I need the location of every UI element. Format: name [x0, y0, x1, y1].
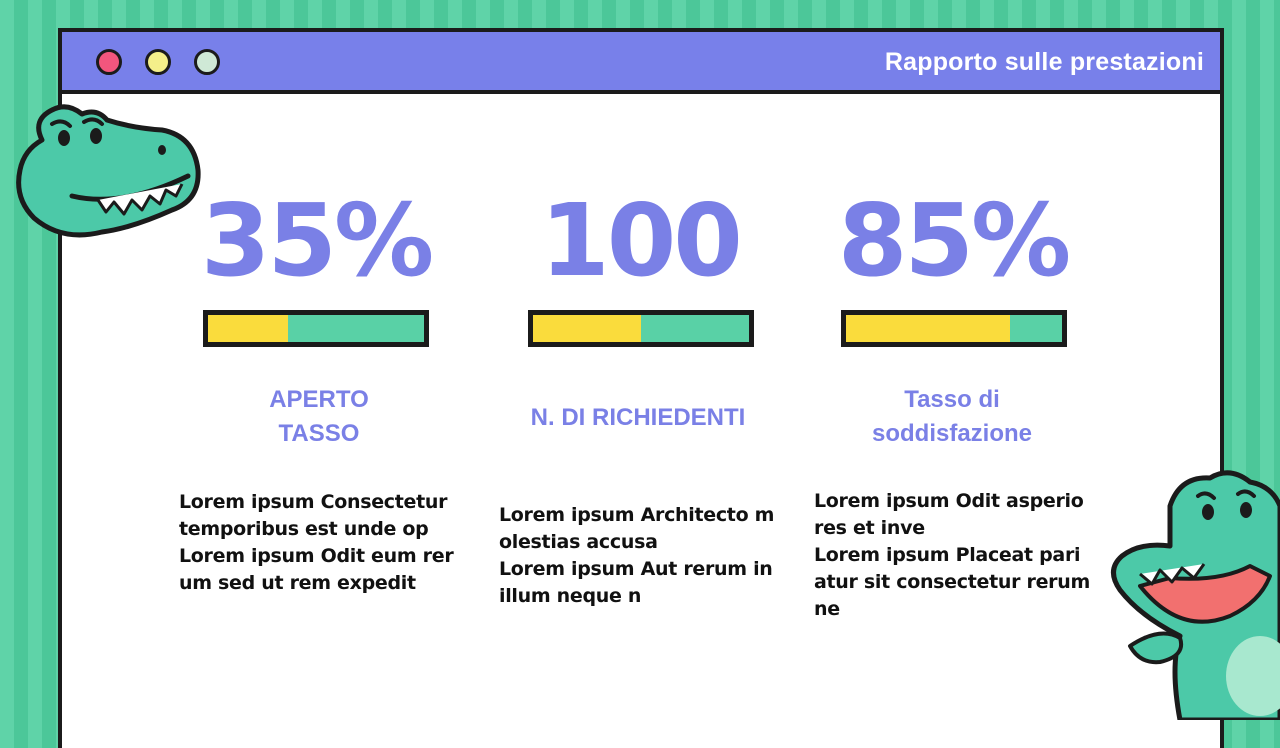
maximize-button[interactable] — [194, 49, 220, 75]
minimize-button[interactable] — [145, 49, 171, 75]
progress-bar — [203, 310, 429, 347]
metric-value: 85% — [837, 182, 1071, 299]
description-line: Lorem ipsum Architecto molestias accusa — [499, 504, 775, 553]
metric-description: Lorem ipsum Odit asperiores et inve Lore… — [814, 488, 1092, 623]
metric-value: 100 — [540, 182, 743, 299]
progress-bar — [841, 310, 1067, 347]
crocodile-icon — [16, 104, 201, 238]
metric-label: APERTO TASSO — [189, 383, 449, 451]
window-title: Rapporto sulle prestazioni — [884, 48, 1204, 76]
metric-label-line: soddisfazione — [871, 420, 1033, 447]
metric-description: Lorem ipsum Architecto molestias accusa … — [499, 502, 781, 610]
close-button[interactable] — [96, 49, 122, 75]
crocodile-icon — [1111, 470, 1280, 720]
description-line: Lorem ipsum Odit eum rerum sed ut rem ex… — [179, 545, 454, 594]
metric-value: 35% — [200, 182, 434, 299]
description-line: Lorem ipsum Placeat pariatur sit consect… — [814, 544, 1090, 620]
browser-window: Rapporto sulle prestazioni — [58, 28, 1224, 748]
description-line: Lorem ipsum Aut rerum in illum neque n — [499, 558, 773, 607]
progress-fill — [208, 315, 288, 342]
metric-label-line: Tasso di — [904, 386, 1000, 413]
metric-label: N. DI RICHIEDENTI — [508, 401, 768, 435]
progress-fill — [846, 315, 1011, 342]
description-line: Lorem ipsum Odit asperiores et inve — [814, 490, 1084, 539]
metric-description: Lorem ipsum Consectetur temporibus est u… — [179, 489, 461, 597]
progress-fill — [533, 315, 641, 342]
progress-bar — [528, 310, 754, 347]
metric-label-line: TASSO — [278, 420, 360, 447]
window-titlebar: Rapporto sulle prestazioni — [62, 32, 1220, 94]
metric-label-line: N. DI RICHIEDENTI — [530, 404, 746, 431]
metric-label-line: APERTO — [269, 386, 369, 413]
description-line: Lorem ipsum Consectetur temporibus est u… — [179, 491, 448, 540]
metric-label: Tasso di soddisfazione — [822, 383, 1082, 451]
